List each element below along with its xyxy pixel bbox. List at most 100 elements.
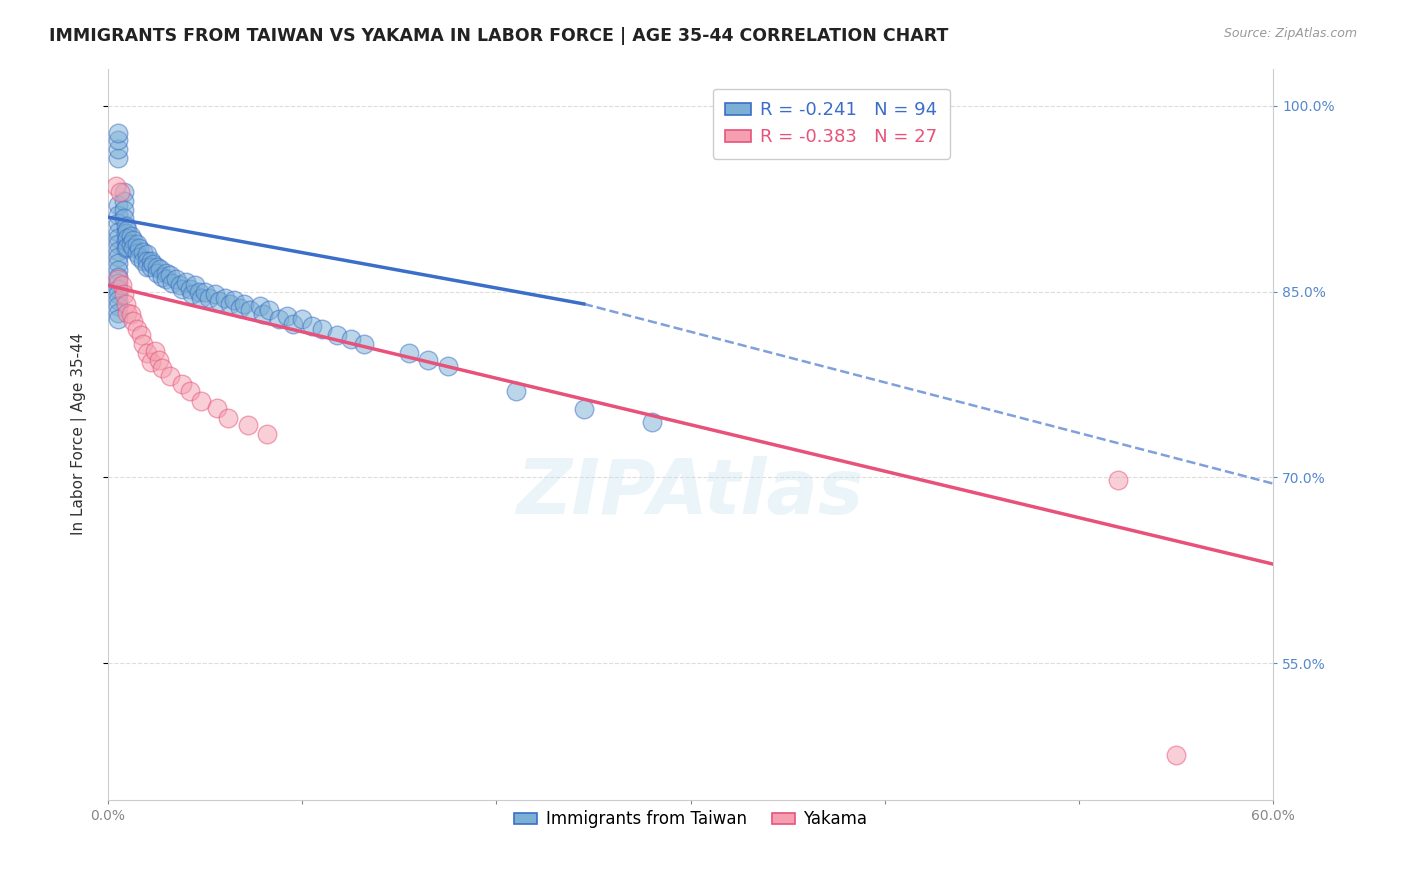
Point	[236, 418, 259, 433]
Point	[107, 287, 129, 301]
Point	[107, 244, 129, 258]
Point	[139, 260, 162, 274]
Point	[180, 287, 202, 301]
Point	[170, 377, 193, 392]
Point	[114, 234, 136, 248]
Point	[219, 297, 242, 311]
Point	[127, 246, 149, 260]
Point	[208, 294, 231, 309]
Point	[120, 307, 142, 321]
Point	[107, 225, 129, 239]
Point	[104, 179, 127, 194]
Point	[135, 346, 157, 360]
Point	[108, 186, 131, 200]
Point	[107, 269, 129, 284]
Point	[120, 228, 142, 243]
Point	[641, 415, 664, 429]
Point	[122, 314, 145, 328]
Point	[205, 401, 228, 415]
Point	[170, 282, 193, 296]
Point	[572, 402, 595, 417]
Point	[139, 253, 162, 268]
Point	[132, 244, 155, 259]
Point	[107, 216, 129, 230]
Point	[117, 240, 139, 254]
Point	[111, 278, 134, 293]
Point	[155, 272, 177, 286]
Y-axis label: In Labor Force | Age 35-44: In Labor Force | Age 35-44	[72, 333, 87, 535]
Point	[139, 355, 162, 369]
Point	[127, 322, 149, 336]
Point	[267, 311, 290, 326]
Point	[291, 311, 314, 326]
Point	[217, 411, 239, 425]
Point	[148, 352, 170, 367]
Point	[214, 291, 236, 305]
Point	[107, 208, 129, 222]
Point	[418, 352, 440, 367]
Point	[107, 142, 129, 156]
Point	[107, 250, 129, 264]
Point	[224, 293, 246, 308]
Point	[398, 346, 420, 360]
Point	[188, 285, 211, 299]
Point	[159, 268, 181, 283]
Point	[505, 384, 527, 398]
Point	[198, 291, 221, 305]
Point	[256, 427, 278, 442]
Point	[107, 311, 129, 326]
Point	[112, 287, 135, 301]
Point	[107, 293, 129, 308]
Point	[165, 272, 187, 286]
Point	[112, 186, 135, 200]
Point	[249, 300, 271, 314]
Point	[135, 253, 157, 268]
Point	[135, 247, 157, 261]
Point	[179, 282, 201, 296]
Legend: Immigrants from Taiwan, Yakama: Immigrants from Taiwan, Yakama	[508, 804, 875, 835]
Point	[229, 301, 252, 315]
Text: IMMIGRANTS FROM TAIWAN VS YAKAMA IN LABOR FORCE | AGE 35-44 CORRELATION CHART: IMMIGRANTS FROM TAIWAN VS YAKAMA IN LABO…	[49, 27, 949, 45]
Point	[107, 151, 129, 165]
Point	[129, 327, 152, 342]
Point	[184, 278, 207, 293]
Point	[117, 231, 139, 245]
Point	[114, 227, 136, 241]
Point	[149, 262, 172, 277]
Point	[107, 133, 129, 147]
Point	[159, 368, 181, 383]
Text: ZIPAtlas: ZIPAtlas	[517, 456, 865, 530]
Point	[107, 305, 129, 319]
Point	[281, 317, 304, 331]
Point	[152, 269, 174, 284]
Point	[107, 126, 129, 140]
Point	[169, 278, 191, 293]
Point	[142, 257, 165, 271]
Point	[107, 263, 129, 277]
Point	[353, 336, 375, 351]
Point	[117, 222, 139, 236]
Point	[107, 282, 129, 296]
Point	[437, 359, 460, 373]
Point	[132, 253, 155, 268]
Point	[311, 322, 333, 336]
Point	[152, 361, 174, 376]
Point	[107, 231, 129, 245]
Point	[122, 232, 145, 246]
Point	[117, 305, 139, 319]
Point	[145, 266, 167, 280]
Point	[145, 260, 167, 274]
Point	[128, 241, 150, 255]
Point	[135, 260, 157, 274]
Point	[107, 276, 129, 290]
Point	[252, 307, 274, 321]
Point	[301, 319, 323, 334]
Point	[107, 237, 129, 252]
Point	[114, 241, 136, 255]
Point	[120, 237, 142, 252]
Point	[257, 303, 280, 318]
Point	[174, 275, 197, 289]
Point	[107, 198, 129, 212]
Point	[114, 219, 136, 233]
Point	[127, 237, 149, 252]
